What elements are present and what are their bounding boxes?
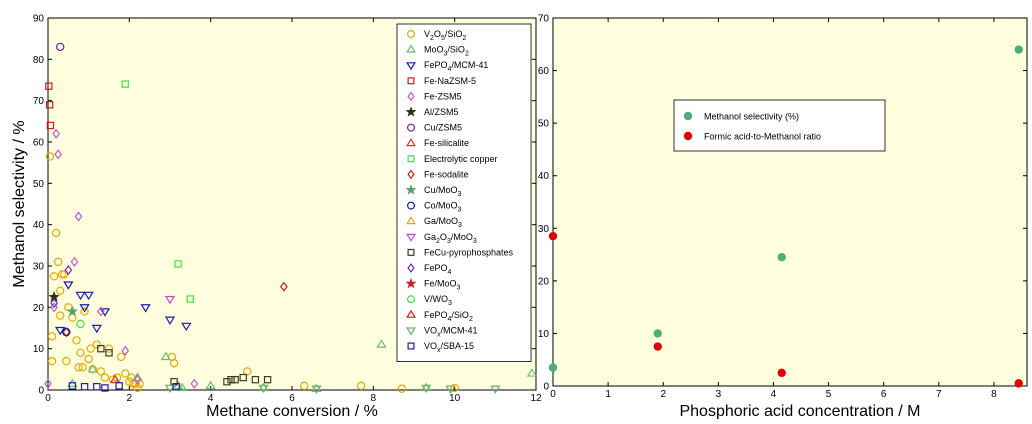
data-point bbox=[1015, 45, 1023, 53]
legend-box bbox=[674, 100, 885, 151]
legend-label: Cu/ZSM5 bbox=[424, 123, 462, 133]
y-tick-label: 0 bbox=[38, 386, 44, 397]
x-tick-label: 12 bbox=[530, 393, 542, 404]
y-tick-label: 60 bbox=[538, 66, 550, 77]
legend-item-fecu-pyrophosphates: FeCu-pyrophosphates bbox=[408, 247, 513, 257]
y-tick-label: 60 bbox=[33, 138, 45, 149]
y-tick-label: 10 bbox=[538, 329, 550, 340]
legend-label: Fe-sodalite bbox=[424, 169, 469, 179]
y-tick-label: 20 bbox=[538, 276, 550, 287]
y-tick-label: 50 bbox=[33, 179, 45, 190]
legend-label: Fe-silicalite bbox=[424, 138, 469, 148]
y-tick-label: 10 bbox=[33, 344, 45, 355]
data-point bbox=[1015, 379, 1023, 387]
y-tick-label: 90 bbox=[33, 14, 45, 25]
x-tick-label: 0 bbox=[45, 393, 51, 404]
legend-label: Fe-NaZSM-5 bbox=[424, 76, 476, 86]
y-tick-label: 30 bbox=[33, 262, 45, 273]
right-legend: Methanol selectivity (%) Formic acid-to-M… bbox=[674, 100, 885, 151]
left-x-axis-label: Methane conversion / % bbox=[206, 403, 378, 419]
y-tick-label: 40 bbox=[33, 220, 45, 231]
legend-label: Formic acid-to-Methanol ratio bbox=[704, 132, 821, 142]
right-plot-area bbox=[553, 18, 1027, 386]
data-point bbox=[654, 342, 662, 350]
legend-label: Al/ZSM5 bbox=[424, 107, 459, 117]
left-legend: V2O5/SiO2 MoO3/SiO2 FePO4/MCM-41 Fe-NaZSM-5… bbox=[397, 24, 531, 362]
x-tick-label: 5 bbox=[826, 389, 832, 400]
y-tick-label: 30 bbox=[538, 224, 550, 235]
legend-label: Methanol selectivity (%) bbox=[704, 112, 799, 122]
y-tick-label: 70 bbox=[33, 96, 45, 107]
x-tick-label: 6 bbox=[881, 389, 887, 400]
data-point bbox=[778, 253, 786, 261]
legend-marker bbox=[684, 132, 692, 140]
y-tick-label: 0 bbox=[543, 382, 549, 393]
left-y-axis-label: Methanol selectivity / % bbox=[11, 120, 28, 287]
y-tick-label: 20 bbox=[33, 303, 45, 314]
legend-label: FeCu-pyrophosphates bbox=[424, 247, 514, 257]
y-tick-label: 70 bbox=[538, 14, 550, 25]
y-tick-label: 50 bbox=[538, 119, 550, 130]
left-chart: 0 2 4 6 8 10 12 0 10 20 30 40 50 60 70 80 90 Methane con… bbox=[11, 14, 542, 420]
legend-label: Fe-ZSM5 bbox=[424, 91, 462, 101]
right-x-axis-label: Phosphoric acid concentration / M bbox=[679, 403, 920, 419]
x-tick-label: 7 bbox=[936, 389, 942, 400]
y-tick-label: 80 bbox=[33, 55, 45, 66]
x-tick-label: 8 bbox=[991, 389, 997, 400]
x-tick-label: 3 bbox=[716, 389, 722, 400]
x-tick-label: 4 bbox=[771, 389, 777, 400]
data-point bbox=[549, 232, 557, 240]
legend-item-formic-acid-to-methanol-ratio: Formic acid-to-Methanol ratio bbox=[684, 132, 821, 142]
legend-label: Electrolytic copper bbox=[424, 154, 498, 164]
x-tick-label: 0 bbox=[550, 389, 556, 400]
legend-marker bbox=[684, 112, 692, 120]
x-tick-label: 2 bbox=[660, 389, 666, 400]
data-point bbox=[654, 329, 662, 337]
x-tick-label: 2 bbox=[127, 393, 133, 404]
y-tick-label: 40 bbox=[538, 171, 550, 182]
data-point bbox=[778, 369, 786, 377]
data-point bbox=[549, 363, 557, 371]
x-tick-label: 1 bbox=[605, 389, 611, 400]
x-tick-label: 10 bbox=[449, 393, 461, 404]
right-chart: 0 1 2 3 4 5 6 7 8 0 10 20 30 40 50 60 70 Phosphoric acid… bbox=[538, 14, 1027, 420]
